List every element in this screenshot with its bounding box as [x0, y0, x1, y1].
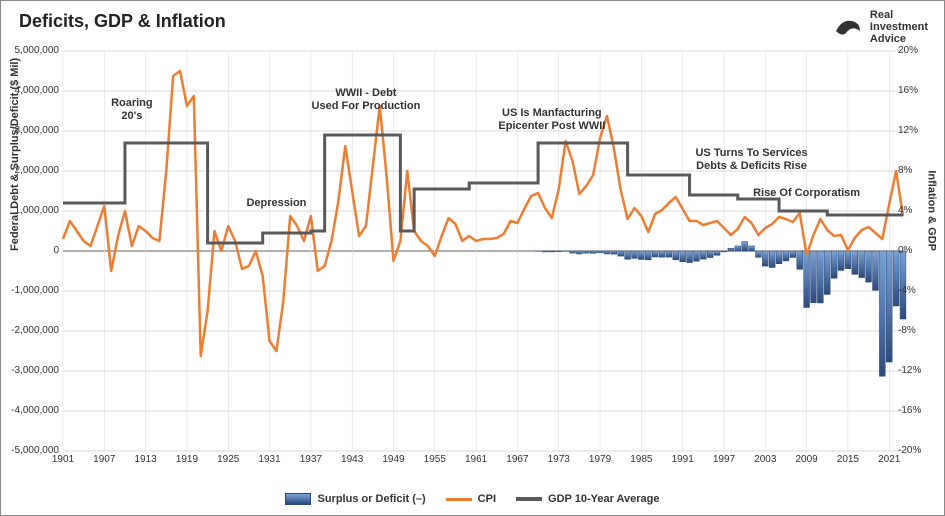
y-right-tick: -12% [898, 365, 938, 376]
x-tick: 1937 [300, 454, 322, 465]
logo-text: Real Investment Advice [870, 9, 928, 45]
x-tick: 1967 [506, 454, 528, 465]
y-right-tick: 8% [898, 165, 938, 176]
legend-item-bar: Surplus or Deficit (–) [285, 493, 425, 505]
y-left-tick: 5,000,000 [7, 45, 59, 56]
x-tick: 1955 [424, 454, 446, 465]
legend: Surplus or Deficit (–) CPI GDP 10-Year A… [1, 493, 944, 505]
y-right-tick: 0% [898, 245, 938, 256]
x-tick: 2003 [754, 454, 776, 465]
annotation: US Turns To ServicesDebts & Deficits Ris… [695, 147, 807, 172]
x-tick: 1907 [93, 454, 115, 465]
bar-swatch-icon [285, 493, 311, 505]
y-right-tick: -8% [898, 325, 938, 336]
x-tick: 1925 [217, 454, 239, 465]
y-right-tick: -20% [898, 445, 938, 456]
legend-item-cpi: CPI [446, 493, 496, 505]
x-tick: 1979 [589, 454, 611, 465]
chart-container: Deficits, GDP & Inflation Real Investmen… [0, 0, 945, 516]
x-tick: 1913 [134, 454, 156, 465]
y-right-tick: 20% [898, 45, 938, 56]
y-left-tick: 4,000,000 [7, 85, 59, 96]
y-right-tick: 4% [898, 205, 938, 216]
x-tick: 1973 [548, 454, 570, 465]
y-right-tick: 16% [898, 85, 938, 96]
x-tick: 1991 [672, 454, 694, 465]
cpi-swatch-icon [446, 498, 472, 501]
y-left-tick: -3,000,000 [7, 365, 59, 376]
legend-item-gdp: GDP 10-Year Average [516, 493, 660, 505]
x-tick: 1949 [382, 454, 404, 465]
annotation: US Is ManfacturingEpicenter Post WWII [498, 107, 605, 132]
annotation: Roaring20's [111, 97, 153, 122]
x-tick: 1961 [465, 454, 487, 465]
y-left-tick: 3,000,000 [7, 125, 59, 136]
y-right-tick: -16% [898, 405, 938, 416]
annotation: Rise Of Corporatism [753, 187, 860, 200]
x-tick: 1901 [52, 454, 74, 465]
x-tick: 1931 [258, 454, 280, 465]
y-left-tick: 1,000,000 [7, 205, 59, 216]
annotation: Depression [246, 197, 306, 210]
x-tick: 1997 [713, 454, 735, 465]
y-left-tick: -4,000,000 [7, 405, 59, 416]
x-tick: 2009 [795, 454, 817, 465]
y-right-tick: 12% [898, 125, 938, 136]
annotation: WWII - DebtUsed For Production [312, 87, 421, 112]
eagle-icon [832, 11, 864, 43]
y-left-tick: -1,000,000 [7, 285, 59, 296]
y-left-tick: 2,000,000 [7, 165, 59, 176]
x-tick: 2015 [837, 454, 859, 465]
y-left-tick: -2,000,000 [7, 325, 59, 336]
x-tick: 1943 [341, 454, 363, 465]
x-tick: 2021 [878, 454, 900, 465]
x-tick: 1985 [630, 454, 652, 465]
y-right-tick: -4% [898, 285, 938, 296]
x-tick: 1919 [176, 454, 198, 465]
plot-area [63, 51, 903, 451]
chart-title: Deficits, GDP & Inflation [19, 11, 226, 32]
logo: Real Investment Advice [832, 9, 928, 45]
y-left-tick: 0 [7, 245, 59, 256]
gdp-swatch-icon [516, 497, 542, 501]
